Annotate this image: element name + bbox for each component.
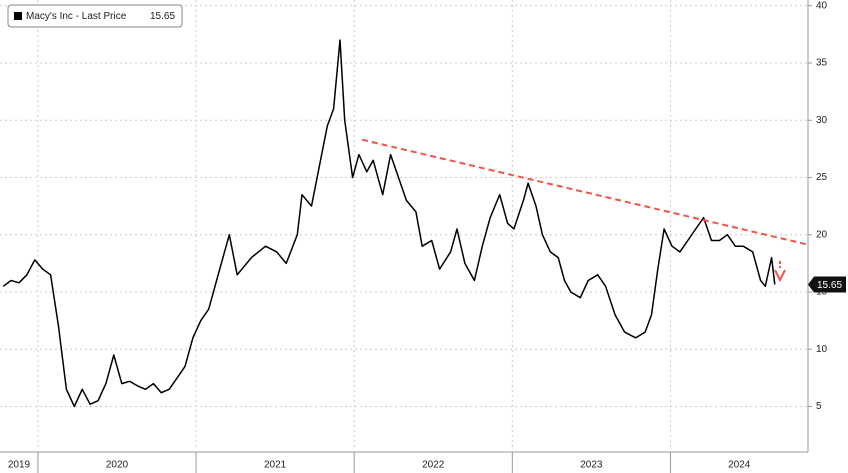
trend-line (361, 138, 810, 247)
y-tick-label: 25 (816, 172, 828, 183)
x-tick-label: 2019 (8, 460, 31, 471)
plot (2, 39, 810, 408)
y-tick-label: 5 (816, 401, 822, 412)
y-tick-label: 40 (816, 0, 828, 11)
down-arrow (774, 261, 786, 283)
y-tick-label: 10 (816, 344, 828, 355)
legend-swatch (14, 12, 22, 20)
y-tick-label: 30 (816, 115, 828, 126)
legend-label: Macy's Inc - Last Price (26, 11, 127, 22)
y-tick-label: 20 (816, 229, 828, 240)
x-tick-label: 2021 (264, 460, 287, 471)
legend: Macy's Inc - Last Price 15.65 (7, 4, 183, 28)
legend-last-price: 15.65 (150, 11, 175, 22)
x-tick-label: 2022 (422, 460, 445, 471)
x-tick-label: 2020 (106, 460, 129, 471)
y-tick-label: 35 (816, 58, 828, 69)
legend-box (7, 4, 183, 28)
last-price-label: 15.65 (817, 280, 842, 291)
last-price-tag (808, 276, 846, 293)
grid (0, 0, 808, 450)
price-line (2, 39, 776, 408)
arrow-head (774, 269, 786, 283)
x-tick-label: 2023 (580, 460, 603, 471)
x-tick-label: 2024 (728, 460, 751, 471)
